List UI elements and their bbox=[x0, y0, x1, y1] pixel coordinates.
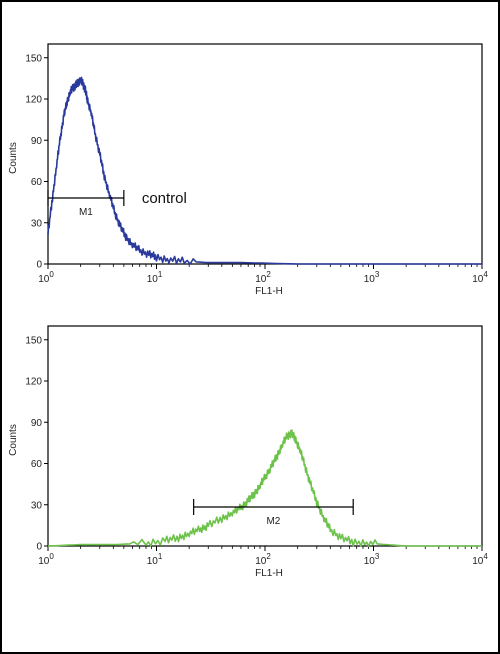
gate-label: M1 bbox=[79, 207, 93, 218]
x-tick-label: 100 bbox=[38, 270, 54, 285]
x-tick-label: 100 bbox=[38, 552, 54, 567]
y-tick-label: 150 bbox=[25, 335, 42, 346]
gate-label: M2 bbox=[266, 516, 280, 527]
control-histogram-panel: 0 30 60 90 120 150 100 101 102 103 104 FL1-H Counts M… bbox=[8, 43, 488, 297]
x-tick-label: 103 bbox=[364, 552, 380, 567]
y-tick-label: 150 bbox=[25, 53, 42, 64]
x-tick-label: 102 bbox=[255, 552, 271, 567]
x-axis-label: FL1-H bbox=[255, 568, 283, 579]
x-tick-label: 104 bbox=[472, 552, 488, 567]
y-axis-label: Counts bbox=[8, 142, 19, 174]
histogram-line bbox=[47, 76, 482, 265]
y-axis-label: Counts bbox=[8, 424, 19, 456]
y-tick-label: 60 bbox=[31, 177, 43, 188]
y-tick-label: 90 bbox=[31, 136, 43, 147]
x-tick-label: 101 bbox=[147, 270, 163, 285]
sample-histogram-panel: 0 30 60 90 120 150 100 101 102 103 104 FL1-H Counts M… bbox=[8, 325, 488, 579]
x-tick-label: 102 bbox=[255, 270, 271, 285]
y-tick-label: 0 bbox=[36, 542, 42, 553]
control-annotation: control bbox=[142, 190, 187, 207]
y-tick-label: 120 bbox=[25, 95, 42, 106]
x-tick-label: 103 bbox=[364, 270, 380, 285]
histogram-line bbox=[47, 429, 482, 547]
plot-area-frame bbox=[47, 325, 483, 547]
y-tick-label: 0 bbox=[36, 260, 42, 271]
x-axis-label: FL1-H bbox=[255, 286, 283, 297]
plot-area-frame bbox=[47, 43, 483, 265]
y-tick-label: 30 bbox=[31, 218, 43, 229]
x-tick-label: 101 bbox=[147, 552, 163, 567]
y-tick-label: 30 bbox=[31, 500, 43, 511]
x-tick-label: 104 bbox=[472, 270, 488, 285]
y-tick-label: 60 bbox=[31, 459, 43, 470]
y-tick-label: 120 bbox=[25, 377, 42, 388]
y-tick-label: 90 bbox=[31, 418, 43, 429]
